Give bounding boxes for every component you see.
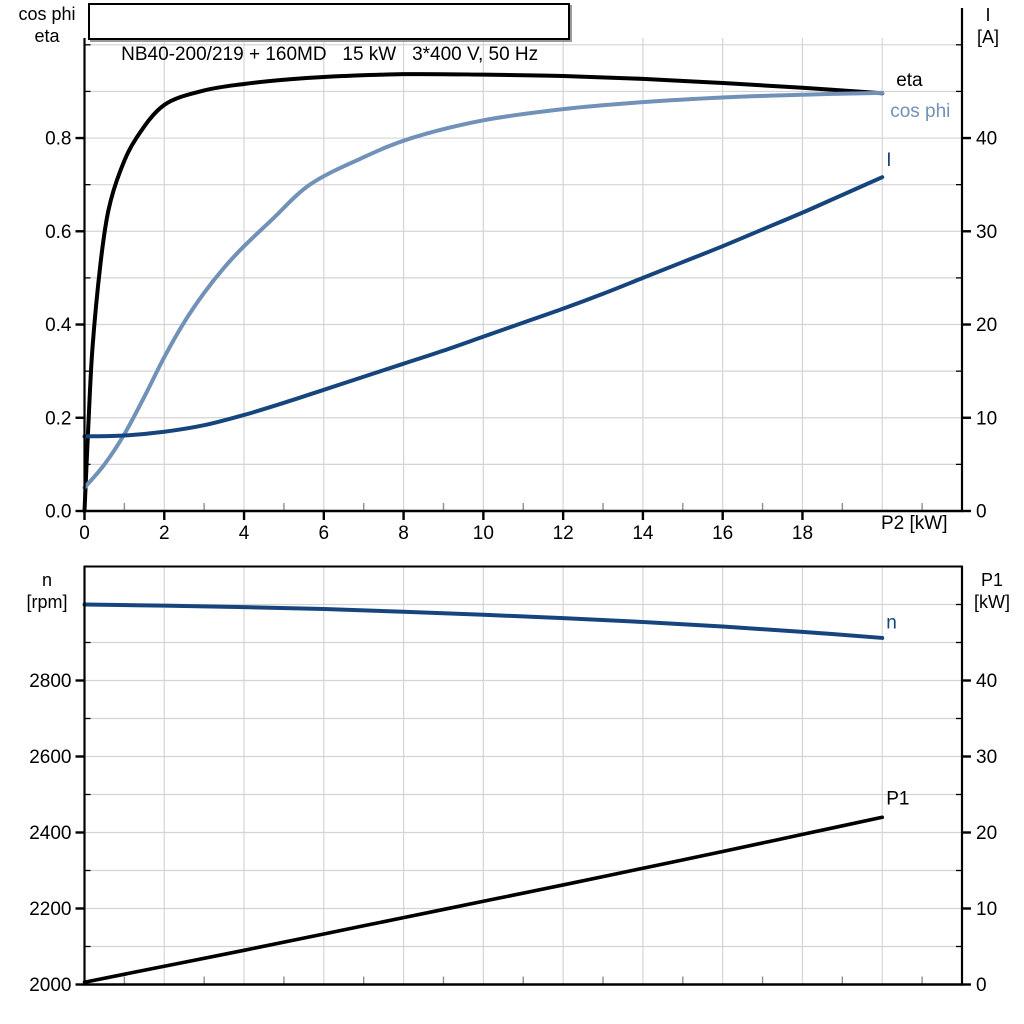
y-left-tick-label: 2000: [29, 975, 71, 996]
axis-title-p1: P1: [980, 570, 1004, 590]
y-left-tick-label: 2600: [29, 747, 71, 768]
y-right-tick-label: 0: [976, 975, 987, 996]
x-tick-label: 16: [712, 523, 733, 544]
y-left-tick-label: 0.4: [45, 315, 72, 336]
eta-curve: [82, 72, 885, 513]
y-right-tick-label: 30: [976, 747, 997, 768]
y-left-tick-label: 2800: [29, 671, 71, 692]
cos-phi-curve: [82, 90, 885, 490]
x-tick-label: 12: [553, 523, 574, 544]
y-right-tick-label: 40: [976, 671, 997, 692]
y-right-tick-label: 10: [976, 899, 997, 920]
y-left-tick-label: 2400: [29, 823, 71, 844]
x-axis-title-p2: P2 [kW]: [881, 513, 948, 534]
axis-title-speed-unit: [rpm]: [26, 592, 68, 612]
P1-curve: [82, 815, 885, 985]
y-left-tick-label: 0.8: [45, 129, 71, 150]
x-tick-label: 0: [79, 523, 90, 544]
x-tick-label: 4: [239, 523, 250, 544]
I-curve: [82, 175, 885, 439]
x-tick-label: 6: [319, 523, 330, 544]
x-tick-label: 18: [792, 523, 813, 544]
y-left-tick-label: 0.0: [45, 502, 71, 523]
upper-right-axis-title: I [A]: [960, 4, 1016, 48]
eta-curve-label: eta: [896, 70, 923, 91]
n-curve-label: n: [886, 612, 897, 633]
y-left-tick-label: 2200: [29, 899, 71, 920]
y-right-tick-label: 30: [976, 222, 997, 243]
y-right-tick-label: 20: [976, 823, 997, 844]
n-curve: [82, 602, 885, 640]
lower-left-axis-title: n [rpm]: [6, 569, 88, 613]
x-tick-label: 2: [159, 523, 170, 544]
upper-left-axis-title: cos phi eta: [6, 3, 88, 47]
y-right-tick-label: 20: [976, 315, 997, 336]
y-right-tick-label: 0: [976, 502, 987, 523]
y-left-tick-label: 0.2: [45, 408, 71, 429]
axis-title-p1-unit: [kW]: [974, 592, 1010, 612]
I-curve-label: I: [886, 150, 891, 171]
lower-right-axis-title: P1 [kW]: [960, 569, 1024, 613]
x-tick-label: 10: [473, 523, 494, 544]
axis-title-eta: eta: [34, 26, 60, 46]
chart-title: NB40-200/219 + 160MD 15 kW 3*400 V, 50 H…: [121, 44, 539, 65]
axis-title-current: I: [985, 5, 991, 25]
axis-title-speed: n: [41, 570, 52, 590]
axis-title-current-unit: [A]: [976, 27, 999, 47]
axis-title-cos-phi: cos phi: [18, 4, 76, 24]
y-right-tick-label: 40: [976, 129, 997, 150]
x-tick-label: 14: [632, 523, 654, 544]
y-right-tick-label: 10: [976, 408, 997, 429]
cos-phi-curve-label: cos phi: [890, 101, 950, 122]
x-tick-label: 8: [398, 523, 409, 544]
y-left-tick-label: 0.6: [45, 222, 71, 243]
title-box: NB40-200/219 + 160MD 15 kW 3*400 V, 50 H…: [88, 3, 570, 65]
P1-curve-label: P1: [886, 789, 909, 810]
